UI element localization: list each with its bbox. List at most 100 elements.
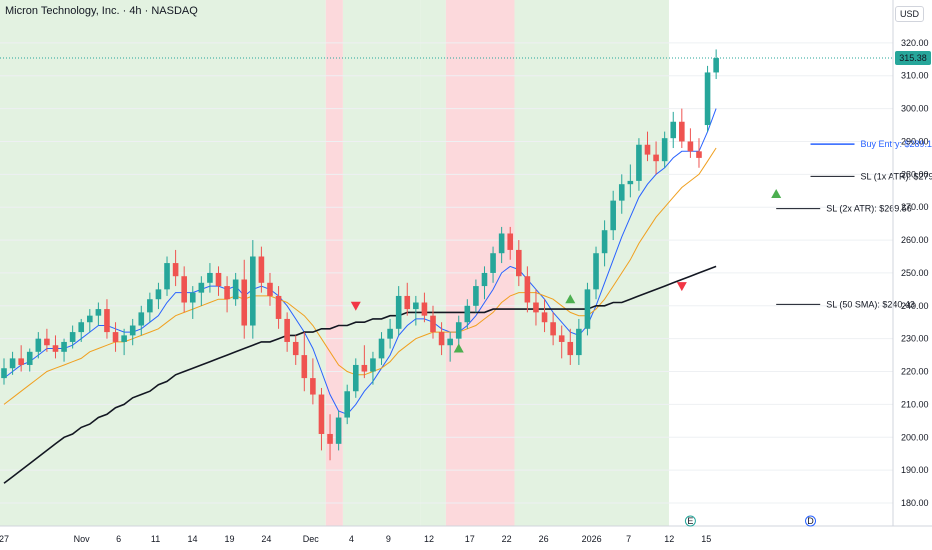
candle-body bbox=[215, 272, 222, 287]
candle-body bbox=[172, 263, 179, 277]
candle-body bbox=[644, 144, 651, 155]
candle-body bbox=[627, 180, 634, 185]
candle bbox=[507, 226, 514, 260]
candle bbox=[241, 259, 248, 339]
candle bbox=[250, 240, 256, 339]
candle-body bbox=[301, 355, 308, 379]
candle bbox=[421, 292, 428, 323]
candle bbox=[78, 318, 85, 342]
level-lines: Buy Entry: $289.18 SL (1x ATR): $279.37 SL… bbox=[776, 139, 932, 309]
line-ema_fast bbox=[3, 108, 717, 415]
candle bbox=[44, 328, 50, 352]
candle-body bbox=[147, 299, 153, 313]
candle bbox=[258, 246, 265, 293]
candle bbox=[704, 65, 711, 132]
x-tick-label: 4 bbox=[349, 534, 354, 544]
candle-body bbox=[9, 358, 16, 369]
candle-body bbox=[121, 335, 127, 342]
currency-badge[interactable]: USD bbox=[894, 6, 924, 22]
chart-title: Micron Technology, Inc. · 4h · NASDAQ bbox=[5, 5, 198, 17]
candle-body bbox=[292, 341, 299, 356]
candle bbox=[438, 322, 445, 356]
candle bbox=[576, 318, 582, 365]
candle bbox=[138, 305, 145, 336]
candle-body bbox=[87, 315, 93, 323]
line-sma50 bbox=[3, 265, 717, 484]
grid-lines bbox=[0, 42, 893, 504]
candle-body bbox=[687, 141, 694, 152]
candle bbox=[121, 328, 127, 356]
regime-band-bear bbox=[325, 0, 343, 526]
x-tick-label: 12 bbox=[424, 534, 434, 544]
candle-body bbox=[464, 305, 471, 323]
candle bbox=[524, 266, 531, 313]
candle bbox=[181, 266, 187, 313]
candle-body bbox=[352, 364, 359, 392]
candle-body bbox=[618, 184, 625, 201]
candle bbox=[541, 299, 548, 333]
candle bbox=[104, 299, 110, 339]
level-label: SL (2x ATR): $269.56 bbox=[826, 204, 912, 214]
candle bbox=[26, 348, 33, 372]
event-marker-label: E bbox=[687, 516, 693, 526]
signal-markers bbox=[350, 189, 782, 353]
candle bbox=[207, 263, 213, 293]
y-tick-label: 220.00 bbox=[901, 367, 929, 377]
event-marker bbox=[684, 515, 696, 527]
candle bbox=[636, 138, 642, 191]
candle-body bbox=[636, 144, 642, 181]
candle bbox=[670, 111, 677, 149]
candle-body bbox=[95, 309, 102, 316]
candle-body bbox=[507, 233, 514, 250]
x-tick-label: 26 bbox=[539, 534, 549, 544]
candle bbox=[550, 312, 556, 346]
candle-body bbox=[533, 302, 539, 313]
candle bbox=[215, 266, 222, 296]
candle-body bbox=[44, 338, 50, 346]
candle-body bbox=[558, 335, 565, 342]
candle bbox=[533, 289, 539, 326]
candle-body bbox=[593, 253, 599, 290]
candle bbox=[275, 286, 282, 329]
candle-body bbox=[455, 322, 462, 339]
regime-band-bull bbox=[514, 0, 669, 526]
candle bbox=[344, 384, 350, 425]
candle-body bbox=[378, 338, 385, 359]
candle-body bbox=[1, 368, 7, 379]
candle bbox=[335, 410, 342, 451]
candle bbox=[490, 246, 496, 283]
candle-body bbox=[584, 289, 591, 329]
y-tick-label: 290.00 bbox=[901, 136, 929, 146]
candle bbox=[679, 108, 685, 149]
y-tick-label: 250.00 bbox=[901, 268, 929, 278]
candle-body bbox=[275, 295, 282, 319]
candle bbox=[87, 309, 93, 333]
candle bbox=[164, 256, 170, 296]
y-tick-label: 190.00 bbox=[901, 465, 929, 475]
candle-body bbox=[481, 272, 488, 287]
x-tick-label: 24 bbox=[261, 534, 271, 544]
x-tick-label: 27 bbox=[0, 534, 9, 544]
candle-body bbox=[610, 200, 616, 231]
candle bbox=[267, 272, 273, 306]
level-label: SL (50 SMA): $240.43 bbox=[826, 299, 915, 309]
candle bbox=[352, 358, 359, 398]
candle-body bbox=[490, 253, 496, 273]
candle bbox=[95, 302, 102, 326]
candle bbox=[1, 358, 7, 385]
candle-body bbox=[576, 328, 582, 356]
candle bbox=[147, 292, 153, 323]
candle bbox=[627, 164, 634, 198]
y-tick-label: 320.00 bbox=[901, 38, 929, 48]
candle bbox=[35, 332, 42, 359]
candle-body bbox=[567, 341, 574, 356]
candle bbox=[370, 351, 376, 385]
candle bbox=[413, 295, 419, 326]
candle-body bbox=[318, 394, 325, 434]
candle-body bbox=[164, 263, 170, 290]
candle-body bbox=[421, 302, 428, 316]
level-label: Buy Entry: $289.18 bbox=[861, 139, 932, 149]
event-marker bbox=[805, 515, 817, 527]
